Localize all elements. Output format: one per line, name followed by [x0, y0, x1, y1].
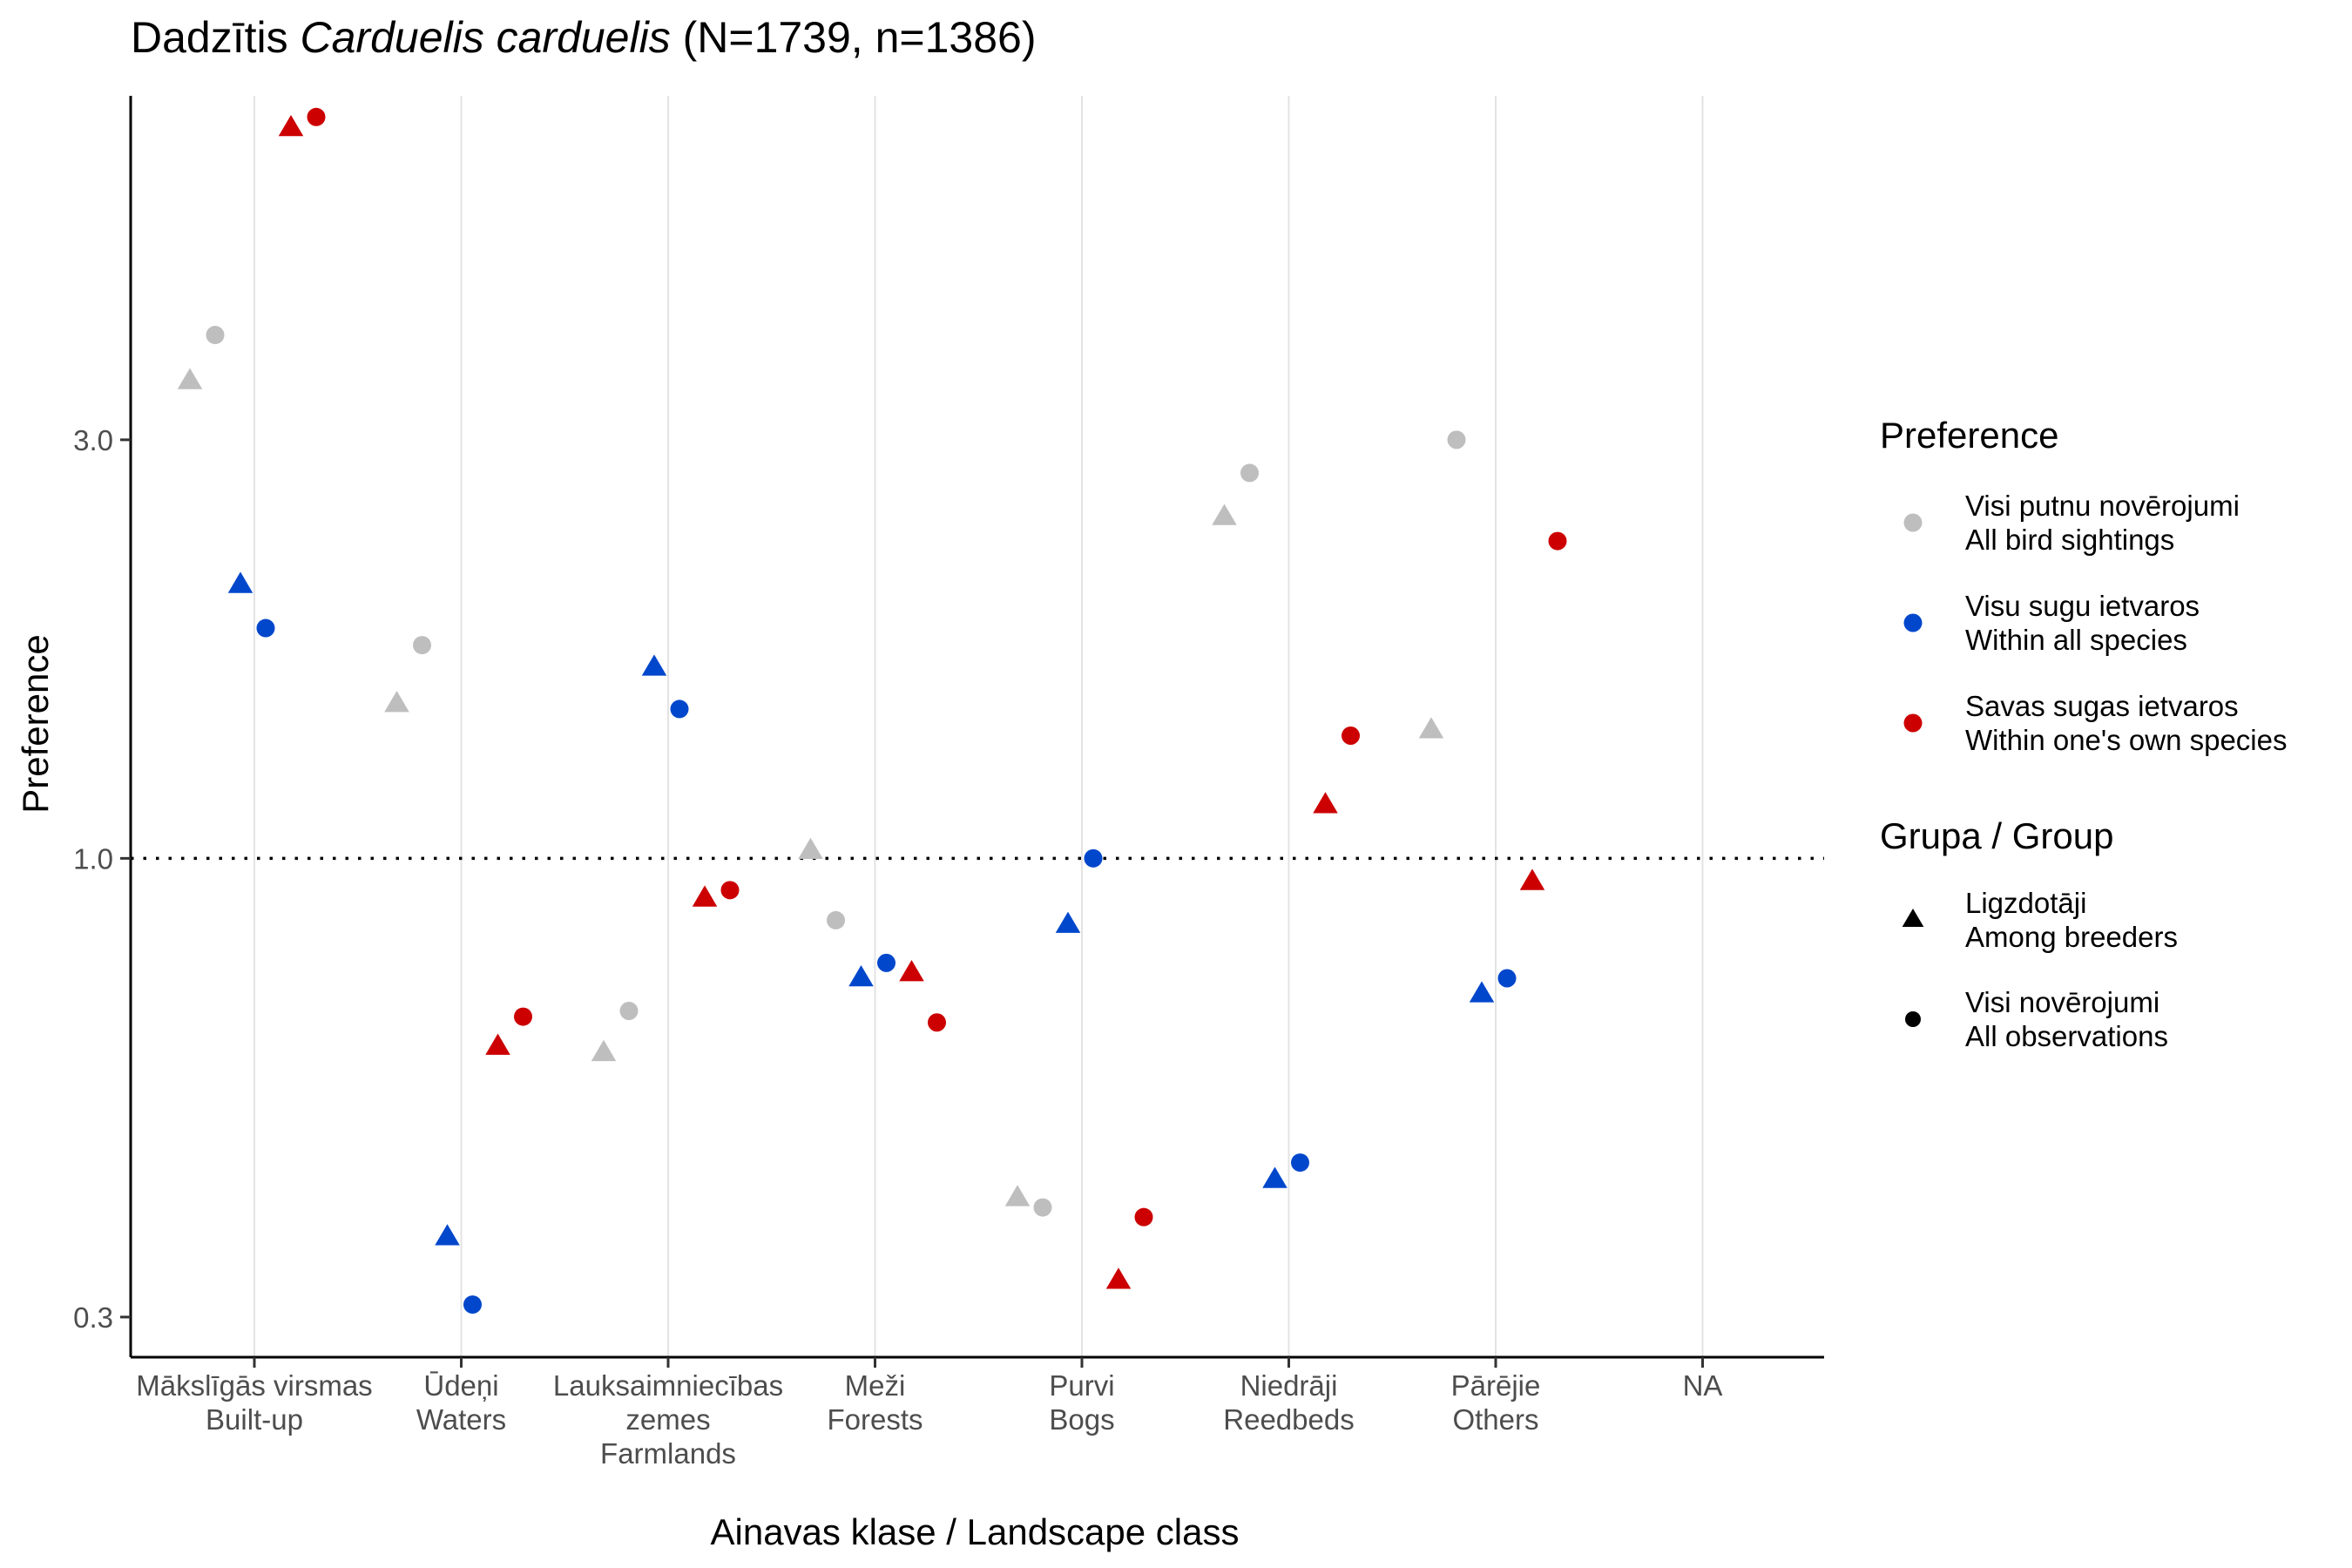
- x-tick-label-5: Niedrāji Reedbeds: [1223, 1369, 1354, 1436]
- axes: 0.3 1.0 3.0 Mākslīgās virsmas Built-up Ūdeņi W…: [73, 96, 1824, 1470]
- legend-key-preference-1: [1903, 613, 1923, 632]
- y-tick-label-0: 0.3: [73, 1301, 113, 1334]
- x-tick-label-1: Ūdeņi Waters: [416, 1369, 506, 1436]
- y-tick-label-2: 3.0: [73, 424, 113, 456]
- legend-label-group-1: Visi novērojumi All observations: [1965, 986, 2168, 1052]
- point-1-2-triangle: [435, 1224, 460, 1246]
- legend-label-preference-1: Visu sugu ietvaros Within all species: [1965, 590, 2200, 656]
- point-0-3-circle: [256, 618, 275, 638]
- point-6-4-triangle: [1519, 868, 1545, 890]
- x-tick-label-3: Meži Forests: [827, 1369, 923, 1436]
- x-tick-label-6: Pārējie Others: [1451, 1369, 1541, 1436]
- legend-key-group-circle: [1905, 1011, 1921, 1027]
- legend-title-group: Grupa / Group: [1880, 815, 2113, 856]
- point-1-1-circle: [413, 636, 431, 655]
- point-2-5-circle: [720, 881, 740, 900]
- legend-label-preference-0: Visi putnu novērojumi All bird sightings: [1965, 490, 2240, 556]
- point-0-4-triangle: [278, 114, 304, 137]
- legend: Preference Visi putnu novērojumi All bird …: [1880, 415, 2287, 1052]
- point-1-0-triangle: [384, 691, 409, 713]
- point-1-5-circle: [514, 1007, 532, 1026]
- legend-key-preference-0: [1903, 513, 1923, 532]
- point-4-4-triangle: [1105, 1267, 1132, 1289]
- point-1-3-circle: [463, 1295, 482, 1315]
- point-1-4-triangle: [485, 1033, 510, 1055]
- y-axis-title: Preference: [15, 634, 56, 813]
- point-5-4-triangle: [1313, 792, 1338, 814]
- point-0-0-triangle: [177, 368, 203, 389]
- point-4-1-circle: [1033, 1198, 1052, 1217]
- point-0-2-triangle: [227, 571, 253, 593]
- point-4-0-triangle: [1004, 1185, 1031, 1206]
- y-tick-label-1: 1.0: [73, 842, 113, 875]
- legend-key-group-triangle: [1902, 909, 1924, 928]
- point-6-3-circle: [1497, 969, 1517, 988]
- point-3-1-circle: [827, 910, 845, 929]
- point-4-2-triangle: [1055, 911, 1081, 933]
- point-4-3-circle: [1084, 848, 1103, 868]
- data-points: [177, 107, 1567, 1315]
- point-3-4-triangle: [899, 960, 924, 982]
- x-tick-label-4: Purvi Bogs: [1049, 1369, 1114, 1436]
- point-2-4-triangle: [692, 885, 718, 907]
- point-5-2-triangle: [1262, 1166, 1288, 1188]
- x-tick-label-0: Mākslīgās virsmas Built-up: [136, 1369, 372, 1436]
- point-4-5-circle: [1134, 1207, 1153, 1227]
- chart-title-prefix: Dadzītis: [131, 13, 301, 62]
- point-3-2-triangle: [848, 964, 874, 987]
- point-5-3-circle: [1291, 1153, 1309, 1173]
- x-tick-label-2: Lauksaimniecības zemes Farmlands: [553, 1369, 783, 1470]
- chart-title-species: Carduelis carduelis: [301, 13, 671, 62]
- vertical-gridlines: [253, 96, 1704, 1357]
- point-2-1-circle: [619, 1002, 639, 1021]
- legend-key-preference-2: [1903, 713, 1923, 733]
- point-3-5-circle: [928, 1013, 946, 1032]
- point-6-2-triangle: [1469, 981, 1495, 1003]
- chart-title: Dadzītis Carduelis carduelis (N=1739, n=…: [131, 13, 1036, 62]
- chart-title-suffix: (N=1739, n=1386): [671, 13, 1037, 62]
- point-0-5-circle: [307, 107, 326, 126]
- legend-title-preference: Preference: [1880, 415, 2058, 456]
- point-6-0-triangle: [1418, 717, 1444, 739]
- point-2-2-triangle: [641, 654, 667, 676]
- point-3-0-triangle: [798, 837, 823, 859]
- legend-label-preference-2: Savas sugas ietvaros Within one's own spe…: [1965, 690, 2287, 756]
- point-5-0-triangle: [1212, 504, 1237, 525]
- legend-label-group-0: Ligzdotāji Among breeders: [1965, 887, 2178, 953]
- point-5-1-circle: [1240, 463, 1259, 483]
- point-2-0-triangle: [591, 1039, 617, 1062]
- point-2-3-circle: [670, 700, 689, 719]
- point-5-5-circle: [1342, 726, 1360, 745]
- x-tick-label-7: NA: [1683, 1369, 1723, 1402]
- point-0-1-circle: [206, 326, 225, 345]
- point-6-5-circle: [1548, 531, 1567, 551]
- x-axis-title: Ainavas klase / Landscape class: [710, 1511, 1239, 1552]
- point-6-1-circle: [1447, 430, 1466, 449]
- point-3-3-circle: [877, 953, 896, 972]
